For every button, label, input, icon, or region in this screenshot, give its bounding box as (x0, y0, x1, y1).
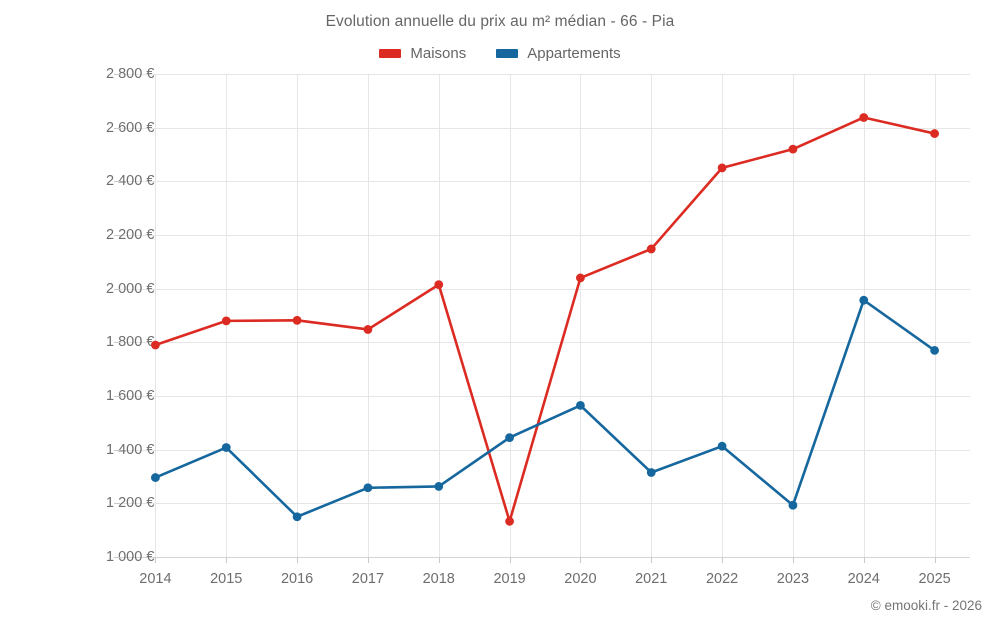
data-point[interactable] (363, 325, 373, 334)
x-axis-tick-mark (722, 557, 724, 563)
x-axis-tick-label: 2017 (351, 571, 385, 587)
legend-swatch-maisons (379, 49, 402, 58)
y-axis-tick-mark (114, 74, 120, 75)
x-axis-line (120, 557, 970, 558)
gridline-vertical (509, 74, 511, 557)
gridline-vertical (651, 74, 653, 557)
data-point[interactable] (434, 482, 444, 491)
y-axis-tick-mark (114, 557, 120, 558)
x-axis-tick-mark (367, 557, 369, 563)
x-axis-tick-mark (297, 557, 299, 563)
x-axis-tick-mark (155, 557, 157, 563)
gridline-horizontal (120, 235, 970, 236)
data-point[interactable] (930, 129, 939, 138)
data-point[interactable] (717, 441, 727, 451)
data-point[interactable] (788, 144, 798, 154)
x-axis-tick-mark (863, 557, 865, 563)
legend-label-maisons: Maisons (410, 45, 467, 62)
x-axis-tick-mark (651, 557, 653, 563)
x-axis-tick-label: 2014 (139, 571, 172, 587)
y-axis-tick-mark (114, 396, 120, 397)
gridline-vertical (297, 74, 299, 557)
y-axis-tick-mark (114, 288, 120, 290)
x-axis-tick-label: 2019 (493, 571, 526, 587)
series-line-appartements (154, 298, 936, 519)
data-point[interactable] (221, 316, 231, 326)
x-axis-tick-mark (509, 557, 511, 563)
credit-text: © emooki.fr - 2026 (870, 598, 982, 613)
data-point[interactable] (859, 113, 869, 122)
y-axis-tick-mark (114, 127, 120, 129)
x-axis-tick-label: 2025 (918, 571, 951, 587)
x-axis-tick-mark (438, 557, 440, 563)
gridline-vertical (863, 74, 865, 557)
data-point[interactable] (151, 473, 160, 482)
chart-legend: Maisons Appartements (0, 45, 1000, 62)
legend-item-appartements[interactable]: Appartements (496, 45, 621, 62)
data-point[interactable] (859, 295, 869, 305)
data-point[interactable] (788, 500, 798, 510)
x-axis-tick-label: 2023 (776, 571, 810, 587)
gridline-vertical (438, 74, 440, 557)
x-axis-tick-label: 2020 (564, 571, 597, 587)
x-axis-tick-label: 2016 (280, 571, 314, 587)
x-axis-tick-label: 2015 (210, 571, 243, 587)
legend-label-appartements: Appartements (527, 45, 621, 62)
data-point[interactable] (292, 315, 302, 325)
gridline-horizontal (120, 74, 970, 75)
gridline-horizontal (120, 288, 970, 290)
gridline-vertical (934, 74, 936, 557)
gridline-vertical (792, 74, 794, 557)
y-axis-tick-mark (114, 342, 120, 344)
x-axis-tick-label: 2021 (635, 571, 668, 587)
data-point[interactable] (505, 433, 514, 442)
data-point[interactable] (363, 483, 373, 493)
series-line-maisons (154, 116, 936, 523)
gridline-horizontal (120, 503, 970, 505)
gridline-horizontal (120, 127, 970, 129)
gridline-vertical (367, 74, 369, 557)
data-point[interactable] (930, 345, 939, 355)
gridline-vertical (226, 74, 228, 557)
data-point[interactable] (292, 512, 302, 522)
gridline-horizontal (120, 181, 970, 183)
data-point[interactable] (221, 443, 231, 452)
x-axis-tick-mark (792, 557, 794, 563)
data-point[interactable] (646, 244, 656, 254)
data-point[interactable] (151, 340, 160, 350)
plot-area: 1 000 €1 200 €1 400 €1 600 €1 800 €2 000… (106, 66, 970, 587)
x-axis-tick-label: 2024 (847, 571, 880, 587)
x-axis-tick-label: 2022 (705, 571, 739, 587)
data-point[interactable] (576, 400, 585, 410)
data-series-layer (151, 113, 939, 526)
legend-swatch-appartements (496, 49, 519, 58)
data-point[interactable] (505, 516, 514, 526)
y-axis-tick-mark (114, 235, 120, 236)
y-axis-tick-mark (114, 181, 120, 183)
data-point[interactable] (717, 163, 727, 173)
chart-title: Evolution annuelle du prix au m² médian … (325, 13, 675, 30)
gridline-horizontal (120, 342, 970, 344)
gridline-vertical (722, 74, 724, 557)
x-axis-tick-mark (226, 557, 228, 563)
x-axis-tick-label: 2018 (422, 571, 455, 587)
gridline-vertical (580, 74, 582, 557)
gridline-vertical (155, 74, 157, 557)
x-axis-tick-mark (934, 557, 936, 563)
data-point[interactable] (576, 273, 585, 283)
y-axis-tick-mark (114, 503, 120, 505)
y-axis-tick-mark (114, 449, 120, 451)
x-axis-tick-mark (580, 557, 582, 563)
legend-item-maisons[interactable]: Maisons (379, 45, 466, 62)
data-point[interactable] (434, 280, 444, 290)
gridline-horizontal (120, 449, 970, 451)
data-point[interactable] (646, 468, 656, 477)
